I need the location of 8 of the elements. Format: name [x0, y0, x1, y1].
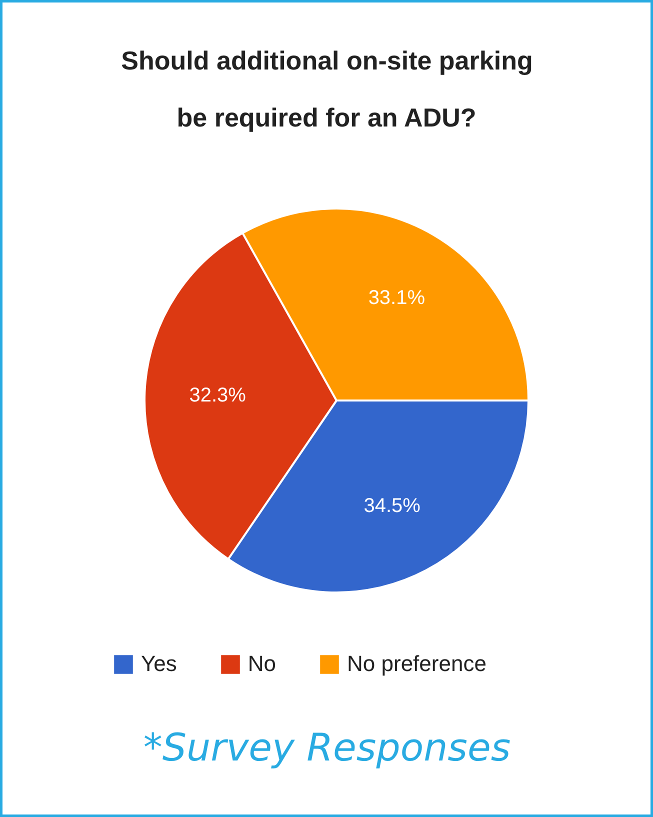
data-label: 33.1% — [368, 286, 426, 309]
legend-label: Yes — [141, 651, 177, 677]
text: *Survey Responses — [143, 726, 511, 770]
legend-label: No preference — [347, 651, 486, 677]
legend-label: No — [248, 651, 276, 677]
data-label: 34.5% — [364, 494, 421, 517]
chart-title: Should additional on-site parking be required for an ADU? — [121, 46, 533, 132]
data-label: 32.3% — [189, 384, 246, 406]
